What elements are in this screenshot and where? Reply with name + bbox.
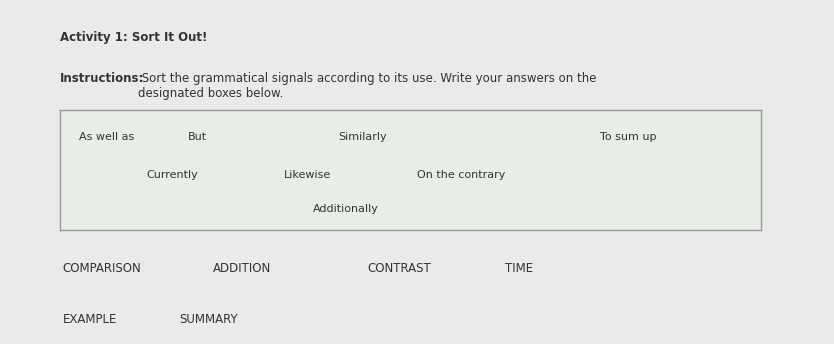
Text: TIME: TIME [505,262,533,275]
Text: But: But [188,131,207,142]
Text: Activity 1: Sort It Out!: Activity 1: Sort It Out! [60,31,208,44]
Text: Instructions:: Instructions: [60,72,144,85]
Text: As well as: As well as [79,131,134,142]
Text: To sum up: To sum up [600,131,657,142]
Text: Similarly: Similarly [338,131,386,142]
Text: CONTRAST: CONTRAST [367,262,430,275]
Text: COMPARISON: COMPARISON [63,262,141,275]
Text: Additionally: Additionally [313,204,379,214]
Text: On the contrary: On the contrary [417,170,505,180]
Text: Likewise: Likewise [284,170,331,180]
Text: ADDITION: ADDITION [213,262,271,275]
Text: SUMMARY: SUMMARY [179,313,238,326]
Text: Sort the grammatical signals according to its use. Write your answers on the
des: Sort the grammatical signals according t… [138,72,596,100]
Text: Currently: Currently [146,170,198,180]
Text: EXAMPLE: EXAMPLE [63,313,117,326]
